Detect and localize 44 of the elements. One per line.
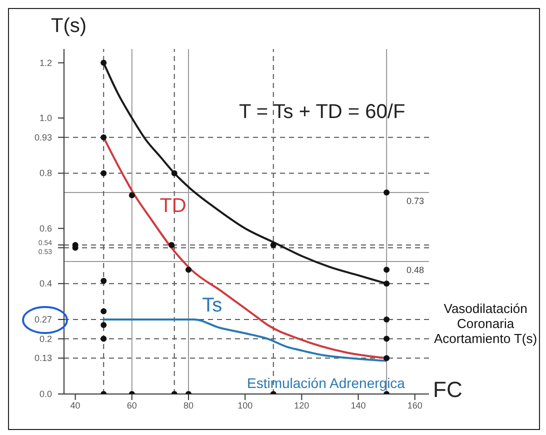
point	[100, 60, 107, 66]
point	[384, 280, 390, 287]
y-axis-title: T(s)	[51, 15, 87, 38]
point	[100, 170, 107, 176]
x-tick-label: 160	[407, 400, 422, 410]
ref-line-label: 0.73	[406, 196, 424, 206]
y-tick-label: 0.8	[39, 168, 52, 178]
text: Vasodilatación Coronaria Acortamiento T(s)	[434, 301, 538, 346]
y-tick-label: 0.0	[39, 389, 52, 399]
point	[270, 242, 276, 248]
x-tick-label: 120	[294, 400, 310, 410]
point	[185, 266, 192, 273]
point	[384, 316, 390, 322]
y-tick-label: 0.4	[39, 278, 52, 289]
point	[100, 134, 107, 140]
annotation: Estimulación Adrenergica	[247, 375, 405, 391]
annotation: T = Ts + TD = 60/F	[239, 101, 406, 124]
x-tick-label: 100	[238, 400, 253, 410]
point	[384, 355, 390, 362]
y-tick-label: 0.2	[39, 334, 52, 344]
point	[384, 336, 390, 342]
x-tick-label: 140	[350, 400, 366, 410]
x-axis-title: FC	[433, 377, 462, 403]
x-tick-label: 60	[126, 400, 137, 410]
x-tick-label: 40	[70, 400, 80, 410]
x-tick-label: 80	[183, 400, 194, 410]
point	[100, 336, 107, 342]
point	[171, 170, 178, 176]
y-tick-label: 1.2	[39, 58, 52, 68]
y-tick-label: 0.6	[39, 223, 52, 234]
y-tick-label: 0.27	[34, 314, 52, 324]
point	[168, 242, 175, 248]
point	[384, 190, 390, 196]
point	[100, 308, 107, 314]
ref-line-label: 0.48	[406, 264, 424, 275]
point	[128, 192, 135, 198]
point	[384, 266, 390, 273]
point	[100, 322, 107, 328]
y-tick-label: 1.0	[39, 113, 52, 123]
series-label: TD	[160, 195, 186, 218]
point	[100, 278, 107, 284]
y-tick-label: 0.93	[34, 132, 52, 142]
series-label: Ts	[202, 294, 222, 316]
y-tick-label: 0.13	[34, 353, 52, 364]
